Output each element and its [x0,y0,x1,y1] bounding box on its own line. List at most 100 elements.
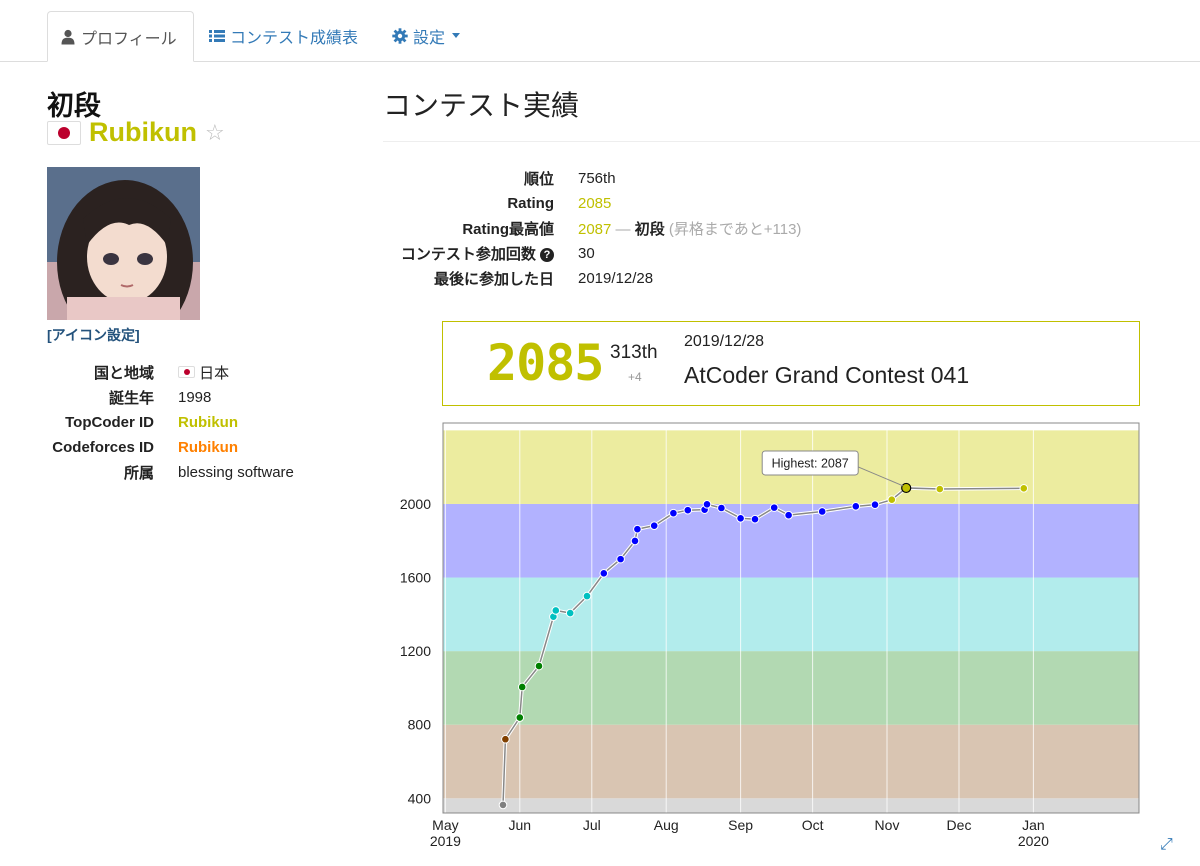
stat-key: 最後に参加した日 [433,271,554,288]
rating-point[interactable] [669,508,678,518]
stat-key-label: コンテスト参加回数 [400,246,536,263]
expand-icon[interactable]: ⤢ [1160,836,1173,853]
stat-key: コンテスト参加回数 ? [383,241,578,266]
tab-contest-history-label: コンテスト成績表 [230,29,359,47]
rating-point[interactable] [501,734,510,744]
codeforces-link[interactable]: Rubikun [178,439,238,456]
japan-flag-icon [47,120,81,145]
avatar-image [47,167,200,320]
chevron-down-icon [452,33,461,38]
highest-pointer [858,466,904,487]
info-value: 日本 [178,360,294,385]
y-tick-label: 2000 [400,496,431,512]
tab-profile[interactable]: プロフィール [47,11,194,62]
x-tick-label: May [432,817,458,833]
info-key: 国と地域 [93,365,154,382]
info-key: 誕生年 [108,390,154,407]
tab-profile-label: プロフィール [81,30,177,48]
rating-point[interactable] [736,513,745,523]
rating-point[interactable] [901,482,912,494]
max-rating-value: 2087 [578,221,612,238]
list-icon [209,29,225,42]
rating-band [443,577,1139,652]
star-icon[interactable]: ☆ [205,119,225,145]
x-tick-year-label: 2020 [1018,833,1049,849]
stat-key: Rating最高値 [462,221,554,238]
rating-point[interactable] [817,507,827,516]
info-key: Codeforces ID [52,439,154,456]
user-line: Rubikun ☆ [47,117,225,148]
x-tick-label: Jan [1022,817,1045,833]
rating-point[interactable] [498,800,508,810]
rating-point[interactable] [1019,484,1029,493]
x-tick-label: Jul [583,817,601,833]
rating-point[interactable] [517,682,527,692]
separator: — [615,221,631,238]
info-key: 所属 [123,465,154,482]
info-row-codeforces: Codeforces ID Rubikun [47,435,294,460]
stat-row-contest-count: コンテスト参加回数 ? 30 [383,241,801,266]
x-tick-label: Nov [875,817,900,833]
info-row-affiliation: 所属 blessing software [47,460,294,485]
rank-title: 初段 [47,91,101,121]
stat-key: Rating [507,195,554,212]
rating-point[interactable] [565,608,575,618]
section-title: コンテスト実績 [383,90,580,121]
stat-value: 30 [578,245,595,262]
stat-row-last-date: 最後に参加した日 2019/12/28 [383,266,801,291]
rating-point[interactable] [630,536,640,546]
avatar [47,167,200,320]
rating-point[interactable] [534,661,544,671]
rating-point[interactable] [887,495,897,505]
stat-key: 順位 [523,171,554,188]
rating-point[interactable] [683,505,693,515]
rating-point[interactable] [870,500,880,509]
help-icon[interactable]: ? [540,248,554,262]
rating-point[interactable] [616,554,625,564]
contest-stats-table: 順位 756th Rating 2085 Rating最高値 2087 — 初段… [383,166,802,291]
highest-label: Highest: 2087 [772,456,849,470]
stat-value: 2085 [578,195,612,212]
tab-contest-history[interactable]: コンテスト成績表 [209,11,358,60]
info-value: blessing software [178,464,294,481]
rating-point[interactable] [851,502,861,511]
tab-settings-label: 設定 [413,29,446,47]
promotion-note: (昇格まであと+113) [668,221,802,238]
x-tick-label: Oct [802,817,824,833]
latest-contest-name[interactable]: AtCoder Grand Contest 041 [684,362,970,388]
rating-point[interactable] [633,524,642,534]
user-icon [61,29,75,44]
country-value: 日本 [199,365,230,382]
rating-point[interactable] [515,713,525,722]
x-tick-label: Dec [947,817,972,833]
topcoder-link[interactable]: Rubikun [178,414,238,431]
latest-rating: 2085 [487,334,604,392]
tab-settings[interactable]: 設定 [392,11,461,60]
info-key: TopCoder ID [65,414,154,431]
rating-point[interactable] [551,606,561,615]
icon-setting-link[interactable]: [アイコン設定] [47,327,140,343]
rating-point[interactable] [750,514,760,524]
rating-point[interactable] [717,503,726,513]
stat-value: 2087 — 初段 (昇格まであと+113) [578,216,801,241]
y-tick-label: 800 [408,717,432,733]
rating-point[interactable] [784,510,793,520]
rating-point[interactable] [935,484,945,494]
rating-point[interactable] [769,503,779,512]
latest-place: 313th [610,342,658,363]
rating-point[interactable] [599,568,609,578]
info-value: 1998 [178,389,212,406]
gear-icon [392,27,408,44]
latest-date: 2019/12/28 [684,333,765,350]
y-tick-label: 400 [408,790,432,806]
stat-value: 2019/12/28 [578,270,654,287]
stat-row-rank: 順位 756th [383,166,801,191]
rating-point[interactable] [702,500,712,509]
stat-value: 756th [578,170,616,187]
username[interactable]: Rubikun [89,117,197,147]
x-tick-label: Sep [728,817,753,833]
x-tick-label: Aug [654,817,679,833]
rating-point[interactable] [649,521,659,530]
rating-point[interactable] [582,591,592,601]
